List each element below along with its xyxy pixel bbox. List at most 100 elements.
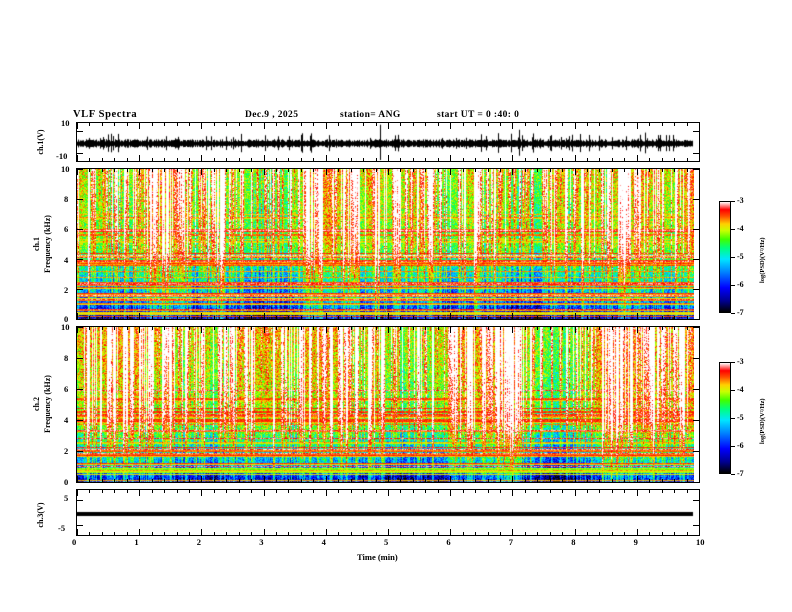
axis-tick (649, 327, 651, 330)
axis-tick (375, 316, 377, 319)
axis-tick (400, 158, 402, 161)
axis-tick (599, 158, 601, 161)
axis-tick (437, 169, 439, 172)
axis-tick (611, 316, 613, 319)
axis-tick (276, 532, 278, 535)
axis-tick (350, 532, 352, 535)
axis-tick (101, 490, 103, 493)
axis-tick (77, 313, 78, 319)
axis-tick (139, 476, 141, 482)
axis-tick (263, 476, 265, 482)
axis-tick (487, 158, 489, 161)
axis-tick (151, 169, 153, 172)
axis-tick (693, 229, 699, 230)
axis-tick (549, 490, 551, 493)
axis-tick (126, 327, 128, 330)
axis-tick (693, 153, 699, 155)
axis-tick (151, 158, 153, 161)
axis-tick (101, 327, 103, 330)
axis-tick (164, 532, 166, 535)
colorbar-ch1-gradient (720, 202, 730, 312)
axis-tick (338, 490, 340, 493)
axis-tick (524, 327, 526, 330)
axis-tick (624, 158, 626, 161)
axis-tick (524, 532, 526, 535)
axis-tick (151, 327, 153, 330)
ch2-spectrogram-image (77, 327, 694, 482)
axis-tick (338, 316, 340, 319)
axis-tick (77, 153, 83, 155)
axis-tick (89, 532, 91, 535)
axis-tick (114, 316, 116, 319)
axis-tick (425, 327, 427, 330)
axis-tick (412, 169, 414, 172)
axis-tick (151, 479, 153, 482)
axis-tick (599, 123, 601, 126)
plot-start-ut: start UT = 0 :40: 0 (437, 110, 520, 120)
axis-tick (77, 169, 78, 175)
axis-tick (686, 169, 688, 172)
axis-tick (201, 529, 203, 535)
axis-tick (188, 327, 190, 330)
ch3-waveform-axis-label: ch.3(V) (36, 502, 45, 528)
axis-tick (412, 158, 414, 161)
ch2-spec-ytick-4: 4 (64, 415, 69, 425)
axis-tick (388, 327, 389, 333)
axis-tick (114, 123, 116, 126)
axis-tick (338, 327, 340, 330)
axis-tick (313, 490, 315, 493)
axis-tick (686, 316, 688, 319)
axis-tick (388, 476, 389, 482)
axis-tick (693, 289, 699, 290)
axis-tick (77, 327, 83, 328)
axis-tick (164, 479, 166, 482)
axis-tick (300, 327, 302, 330)
axis-tick (693, 259, 699, 260)
axis-tick (288, 123, 290, 126)
axis-tick (388, 313, 389, 319)
axis-tick (164, 316, 166, 319)
axis-tick (475, 479, 477, 482)
axis-tick (574, 490, 576, 496)
axis-tick (524, 316, 526, 319)
axis-tick (611, 123, 613, 126)
axis-tick (164, 490, 166, 493)
axis-tick (512, 327, 514, 333)
axis-tick (325, 155, 327, 161)
axis-tick (325, 169, 327, 175)
axis-tick (388, 529, 389, 535)
axis-tick (487, 479, 489, 482)
axis-tick (549, 316, 551, 319)
axis-tick (139, 169, 141, 175)
axis-tick (499, 316, 501, 319)
axis-tick (375, 479, 377, 482)
axis-tick (587, 158, 589, 161)
axis-tick (325, 123, 327, 129)
x-axis-label: Time (min) (357, 552, 398, 562)
axis-tick (574, 123, 576, 129)
axis-tick (487, 327, 489, 330)
axis-tick (226, 479, 228, 482)
axis-tick (512, 529, 514, 535)
axis-tick (686, 479, 688, 482)
ch1-waveform-panel (76, 122, 700, 162)
axis-tick (487, 532, 489, 535)
axis-tick (450, 169, 452, 175)
axis-tick (699, 476, 700, 482)
axis-tick (611, 479, 613, 482)
ch1-ytick-bottom: -10 (56, 151, 68, 161)
axis-tick (77, 476, 78, 482)
axis-tick (661, 158, 663, 161)
axis-tick (512, 490, 514, 496)
axis-tick (114, 158, 116, 161)
axis-tick (524, 158, 526, 161)
axis-tick (188, 316, 190, 319)
axis-tick (375, 158, 377, 161)
axis-tick (101, 532, 103, 535)
axis-tick (549, 532, 551, 535)
axis-tick (499, 327, 501, 330)
axis-tick (674, 169, 676, 172)
axis-tick (139, 490, 141, 496)
axis-tick (636, 169, 638, 175)
